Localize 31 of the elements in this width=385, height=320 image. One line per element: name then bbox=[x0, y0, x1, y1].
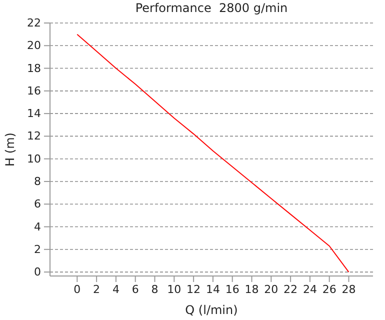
x-tick-label: 8 bbox=[151, 282, 158, 296]
y-tick-label: 4 bbox=[34, 220, 41, 234]
y-tick-label: 18 bbox=[27, 62, 41, 75]
y-tick-label: 14 bbox=[27, 107, 41, 120]
x-tick-label: 16 bbox=[225, 282, 240, 296]
y-tick-label: 16 bbox=[27, 84, 41, 98]
x-tick-label: 18 bbox=[244, 282, 259, 296]
x-axis-title: Q (l/min) bbox=[185, 303, 238, 317]
x-tick-label: 22 bbox=[284, 282, 298, 296]
y-tick-label: 8 bbox=[34, 175, 41, 188]
x-tick-label: 10 bbox=[167, 282, 182, 296]
x-tick-label: 20 bbox=[264, 282, 278, 296]
y-tick-label: 20 bbox=[27, 39, 41, 52]
x-tick-label: 4 bbox=[112, 282, 120, 296]
y-tick-label: 22 bbox=[27, 16, 41, 30]
chart-title: Performance 2800 g/min bbox=[135, 1, 288, 15]
x-tick-label: 6 bbox=[132, 282, 139, 296]
y-tick-label: 12 bbox=[27, 130, 41, 143]
y-tick-label: 0 bbox=[34, 266, 41, 279]
y-tick-label: 10 bbox=[27, 152, 41, 166]
x-tick-label: 0 bbox=[74, 282, 81, 296]
x-tick-label: 12 bbox=[186, 282, 201, 296]
x-tick-label: 2 bbox=[93, 282, 100, 296]
x-tick-label: 24 bbox=[302, 282, 317, 296]
line-series bbox=[76, 34, 350, 273]
y-axis-title: H (m) bbox=[3, 132, 17, 166]
x-tick-label: 28 bbox=[342, 282, 356, 296]
y-tick-label: 2 bbox=[34, 242, 41, 256]
x-tick-label: 26 bbox=[322, 282, 336, 296]
y-tick-label: 6 bbox=[34, 198, 41, 211]
x-tick-label: 14 bbox=[206, 282, 220, 296]
